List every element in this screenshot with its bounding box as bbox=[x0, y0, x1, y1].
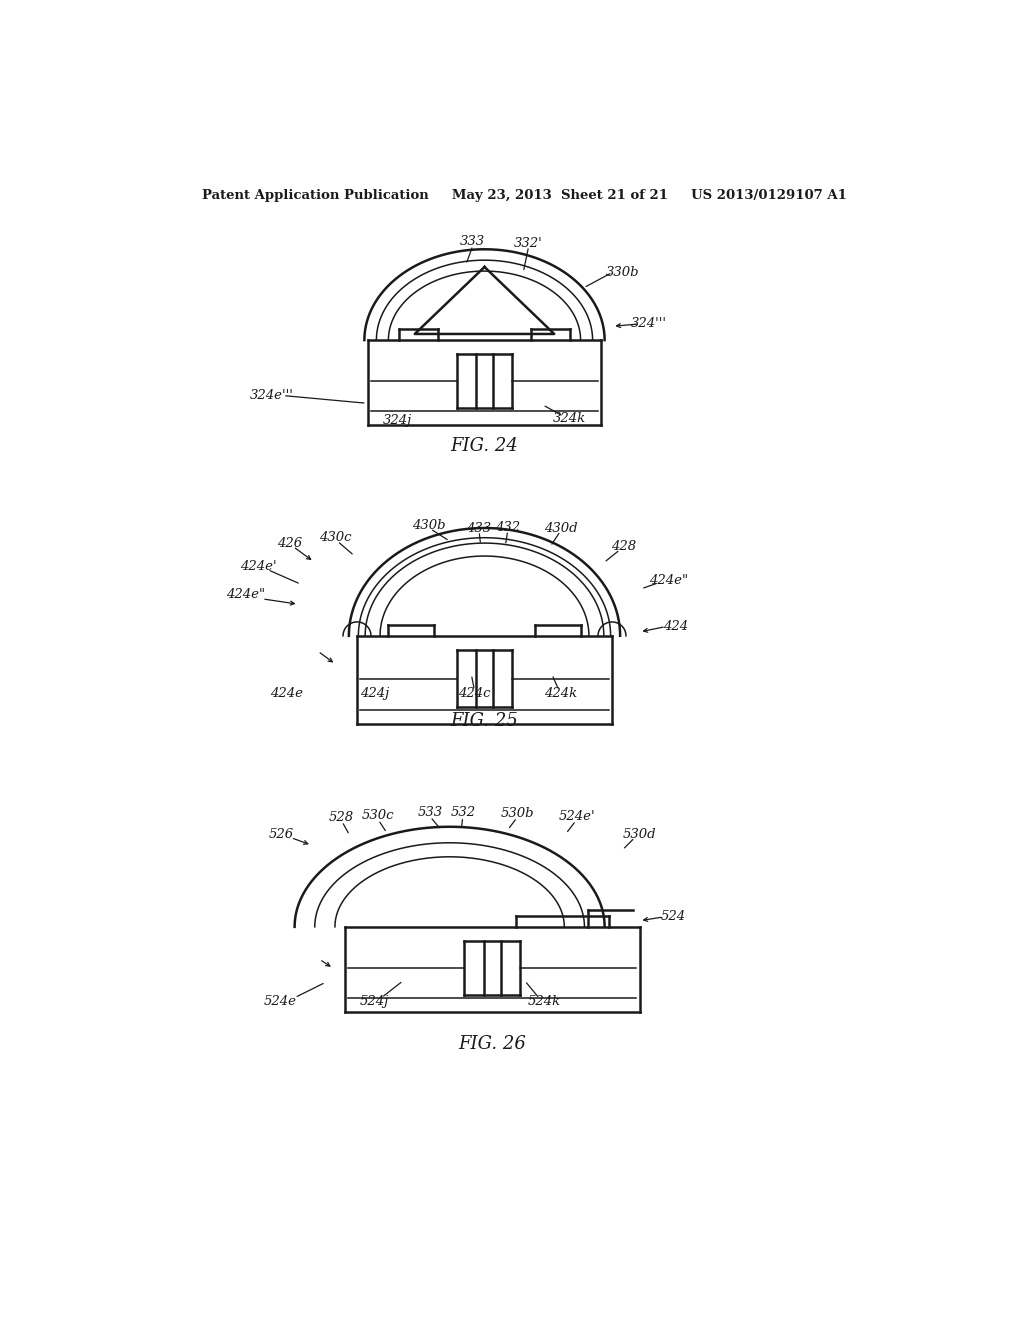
Text: 424j: 424j bbox=[359, 686, 389, 700]
Text: 424k: 424k bbox=[544, 686, 577, 700]
Text: 524j: 524j bbox=[359, 995, 389, 1008]
Text: Patent Application Publication     May 23, 2013  Sheet 21 of 21     US 2013/0129: Patent Application Publication May 23, 2… bbox=[203, 189, 847, 202]
Text: 430d: 430d bbox=[544, 521, 578, 535]
Text: FIG. 26: FIG. 26 bbox=[459, 1035, 526, 1053]
Text: 324e''': 324e''' bbox=[250, 389, 293, 403]
Text: 428: 428 bbox=[611, 540, 637, 553]
Text: 524e: 524e bbox=[264, 995, 297, 1008]
Text: 532: 532 bbox=[451, 807, 475, 820]
Text: 324''': 324''' bbox=[631, 317, 667, 330]
Text: 430c: 430c bbox=[319, 531, 352, 544]
Text: 526: 526 bbox=[269, 828, 294, 841]
Text: 433: 433 bbox=[466, 521, 490, 535]
Text: 524e': 524e' bbox=[559, 810, 596, 824]
Text: 424e": 424e" bbox=[649, 574, 688, 587]
Text: 424e: 424e bbox=[270, 686, 303, 700]
Text: 533: 533 bbox=[418, 807, 442, 820]
Text: 324k: 324k bbox=[553, 412, 587, 425]
Text: 424e": 424e" bbox=[226, 589, 265, 602]
Text: 424e': 424e' bbox=[240, 560, 276, 573]
Text: 432: 432 bbox=[496, 520, 520, 533]
Text: FIG. 25: FIG. 25 bbox=[451, 711, 518, 730]
Text: 528: 528 bbox=[329, 810, 353, 824]
Text: 430b: 430b bbox=[412, 519, 445, 532]
Text: 324j: 324j bbox=[383, 413, 413, 426]
Text: 524: 524 bbox=[660, 911, 685, 924]
Text: 530d: 530d bbox=[623, 828, 656, 841]
Text: 332': 332' bbox=[514, 236, 543, 249]
Text: 424: 424 bbox=[663, 620, 688, 634]
Text: FIG. 24: FIG. 24 bbox=[451, 437, 518, 455]
Text: 330b: 330b bbox=[605, 265, 639, 279]
Text: 333: 333 bbox=[461, 235, 485, 248]
Text: 426: 426 bbox=[276, 537, 302, 550]
Text: 524k: 524k bbox=[527, 995, 561, 1008]
Text: 424c: 424c bbox=[458, 686, 490, 700]
Text: 530c: 530c bbox=[361, 809, 394, 822]
Text: 530b: 530b bbox=[501, 807, 535, 820]
